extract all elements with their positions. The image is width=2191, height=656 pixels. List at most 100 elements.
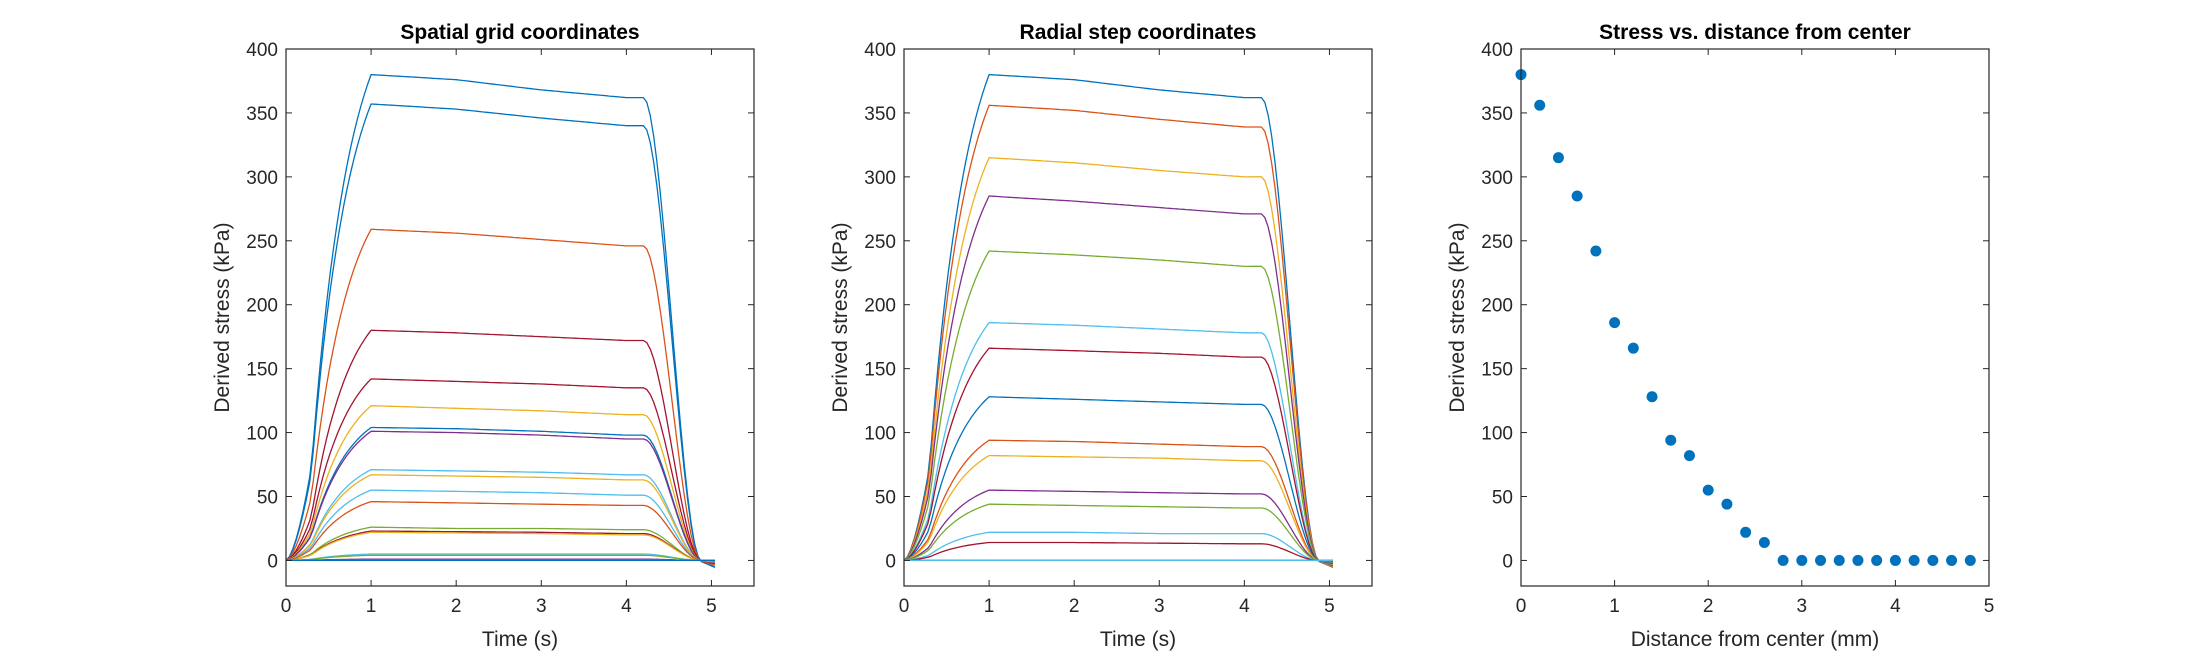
y-tick-label: 350 xyxy=(246,104,278,125)
scatter-points xyxy=(1515,69,1976,566)
series-line xyxy=(903,250,1334,566)
scatter-point xyxy=(1683,450,1695,462)
y-tick-label: 100 xyxy=(864,424,896,445)
scatter-point xyxy=(1871,554,1883,566)
series-line xyxy=(285,103,716,568)
x-tick-label: 2 xyxy=(1703,596,1714,617)
y-tick-label: 250 xyxy=(864,232,896,253)
series-line xyxy=(285,426,715,563)
scatter-point xyxy=(1777,554,1789,566)
x-axis-label: Time (s) xyxy=(482,628,558,651)
series-line xyxy=(903,439,1333,563)
scatter-point xyxy=(1964,554,1976,566)
x-tick-label: 0 xyxy=(281,596,292,617)
y-tick-label: 0 xyxy=(267,551,278,572)
series-line xyxy=(285,500,715,562)
y-tick-label: 300 xyxy=(1481,168,1513,189)
series-lines xyxy=(285,73,716,568)
scatter-point xyxy=(1571,190,1583,202)
scatter-point xyxy=(1908,554,1920,566)
y-tick-label: 200 xyxy=(864,296,896,317)
x-tick-label: 3 xyxy=(1797,596,1808,617)
x-axis-label: Time (s) xyxy=(1100,628,1176,651)
y-tick-label: 400 xyxy=(1481,40,1513,61)
series-line xyxy=(285,526,715,562)
scatter-point xyxy=(1852,554,1864,566)
axes-box xyxy=(903,48,1373,587)
y-tick-label: 250 xyxy=(1481,232,1513,253)
y-axis-label: Derived stress (kPa) xyxy=(211,222,234,412)
scatter-point xyxy=(1721,498,1733,510)
y-tick-label: 0 xyxy=(1502,551,1513,572)
y-tick-label: 350 xyxy=(1481,104,1513,125)
y-tick-label: 50 xyxy=(257,488,278,509)
scatter-point xyxy=(1590,245,1602,257)
x-tick-label: 0 xyxy=(1516,596,1527,617)
series-line xyxy=(903,531,1333,562)
scatter-point xyxy=(1609,317,1621,329)
plot-area xyxy=(904,49,1372,586)
series-line xyxy=(903,73,1334,568)
scatter-point xyxy=(1796,554,1808,566)
y-axis-label: Derived stress (kPa) xyxy=(1446,222,1469,412)
y-tick-label: 250 xyxy=(246,232,278,253)
scatter-point xyxy=(1833,554,1845,566)
series-line xyxy=(285,73,716,568)
series-line xyxy=(285,405,715,564)
y-tick-label: 150 xyxy=(864,360,896,381)
series-line xyxy=(903,489,1333,563)
series-line xyxy=(285,329,716,565)
y-tick-label: 100 xyxy=(246,424,278,445)
x-tick-label: 3 xyxy=(536,596,547,617)
series-line xyxy=(285,228,716,566)
x-tick-label: 2 xyxy=(1069,596,1080,617)
series-line xyxy=(285,530,715,562)
y-tick-label: 200 xyxy=(246,296,278,317)
series-line xyxy=(285,531,715,562)
series-line xyxy=(286,554,715,562)
scatter-point xyxy=(1927,554,1939,566)
y-tick-label: 50 xyxy=(875,488,896,509)
y-tick-label: 0 xyxy=(885,551,896,572)
x-tick-label: 4 xyxy=(621,596,632,617)
series-line xyxy=(285,430,715,563)
series-line xyxy=(286,553,715,562)
y-tick-label: 300 xyxy=(246,168,278,189)
series-line xyxy=(903,157,1334,567)
series-line xyxy=(903,503,1333,562)
scatter-point xyxy=(1815,554,1827,566)
chart-title: Spatial grid coordinates xyxy=(400,21,639,44)
plot-area xyxy=(286,49,754,586)
scatter-point xyxy=(1534,99,1546,111)
series-lines xyxy=(903,73,1334,568)
x-tick-label: 1 xyxy=(984,596,995,617)
x-tick-label: 5 xyxy=(706,596,717,617)
chart-title: Stress vs. distance from center xyxy=(1599,21,1911,44)
series-line xyxy=(903,454,1333,563)
y-tick-label: 400 xyxy=(246,40,278,61)
scatter-point xyxy=(1946,554,1958,566)
y-tick-label: 400 xyxy=(864,40,896,61)
series-line xyxy=(903,195,1334,567)
scatter-point xyxy=(1665,434,1677,446)
series-line xyxy=(903,396,1333,564)
y-tick-label: 300 xyxy=(864,168,896,189)
y-tick-label: 150 xyxy=(246,360,278,381)
series-line xyxy=(285,489,715,563)
series-line xyxy=(285,378,715,564)
x-tick-label: 3 xyxy=(1154,596,1165,617)
x-tick-label: 5 xyxy=(1984,596,1995,617)
x-tick-label: 2 xyxy=(451,596,462,617)
x-tick-label: 0 xyxy=(899,596,910,617)
series-line xyxy=(285,468,715,563)
series-line xyxy=(903,321,1334,565)
x-tick-label: 5 xyxy=(1324,596,1335,617)
axes-box xyxy=(1520,48,1990,587)
scatter-point xyxy=(1552,152,1564,164)
